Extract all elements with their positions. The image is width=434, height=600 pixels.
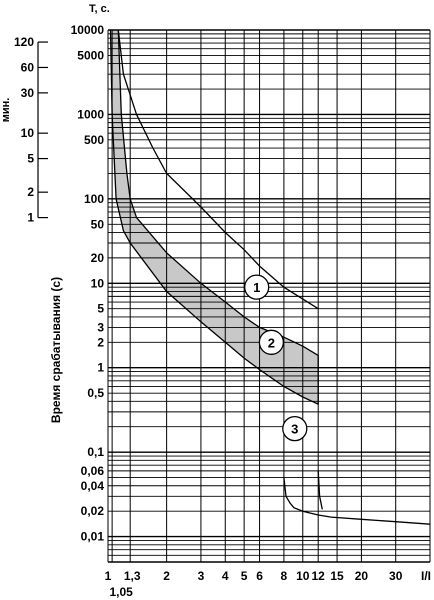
band-layer bbox=[110, 30, 319, 405]
y-tick-label: 10000 bbox=[71, 23, 105, 37]
y-tick-label: 0,1 bbox=[87, 445, 104, 459]
grid-layer bbox=[107, 29, 431, 563]
minutes-axis-title: мин. bbox=[0, 98, 12, 123]
curve-label-circle bbox=[282, 415, 308, 442]
y-tick-label: 5 bbox=[97, 302, 104, 316]
minute-tick-label: 1 bbox=[27, 211, 34, 225]
ticks-layer: 100005000100050010050201053210,50,10,060… bbox=[14, 23, 403, 599]
x-tick-label: 5 bbox=[241, 569, 248, 583]
y-tick-label: 5000 bbox=[77, 48, 104, 62]
y-tick-label: 0,02 bbox=[81, 504, 105, 518]
curve-3-segment bbox=[283, 477, 431, 525]
marker-layer: 1 2 3 bbox=[244, 274, 308, 442]
y-tick-label: 10 bbox=[91, 276, 105, 290]
y-axis-label: Время срабатывания (с) bbox=[49, 277, 63, 423]
curve-2-upper-line bbox=[117, 29, 319, 356]
x-tick-label: 8 bbox=[281, 569, 288, 583]
curve-label-circle bbox=[244, 274, 270, 300]
minute-tick-label: 30 bbox=[21, 86, 35, 100]
x-axis-label: I/I bbox=[421, 569, 431, 583]
y-tick-label: 1 bbox=[97, 361, 104, 375]
y-tick-label: 0,06 bbox=[81, 464, 105, 478]
x-tick-label: 1,3 bbox=[124, 569, 141, 583]
y-tick-label: 3 bbox=[97, 320, 104, 334]
x-tick-label: 3 bbox=[198, 569, 205, 583]
curve-label-circle bbox=[258, 329, 285, 355]
minute-tick-label: 5 bbox=[27, 152, 34, 166]
x-tick-label: 15 bbox=[330, 569, 344, 583]
y-tick-label: 2 bbox=[97, 335, 104, 349]
curve-3-segment bbox=[317, 470, 323, 510]
x-tick-label: 2 bbox=[163, 569, 170, 583]
x-tick-label: 1 bbox=[105, 569, 112, 583]
minute-tick-label: 60 bbox=[21, 60, 35, 74]
minute-tick-label: 120 bbox=[14, 35, 34, 49]
y-tick-label: 50 bbox=[91, 217, 105, 231]
minute-tick-label: 10 bbox=[21, 126, 35, 140]
y-tick-label: 500 bbox=[84, 133, 104, 147]
x-tick-label: 10 bbox=[296, 569, 310, 583]
curve-2-lower-line bbox=[109, 29, 319, 405]
y-axis-title: T, c. bbox=[89, 3, 110, 15]
x-tick-label: 12 bbox=[312, 569, 326, 583]
x-tick-label: 30 bbox=[389, 569, 403, 583]
curve-label-text: 2 bbox=[268, 335, 275, 350]
curve-layer bbox=[109, 29, 431, 525]
y-tick-label: 1000 bbox=[77, 107, 104, 121]
curve-1-line bbox=[117, 29, 319, 310]
x-tick-label: 1,05 bbox=[109, 585, 133, 599]
curve-2-band bbox=[110, 30, 319, 405]
x-tick-label: 4 bbox=[222, 569, 229, 583]
minute-tick-label: 2 bbox=[27, 185, 34, 199]
x-tick-label: 20 bbox=[355, 569, 369, 583]
y-tick-label: 0,04 bbox=[81, 479, 105, 493]
y-tick-label: 20 bbox=[91, 251, 105, 265]
curve-label-text: 1 bbox=[253, 280, 260, 295]
y-tick-label: 0,01 bbox=[81, 530, 105, 544]
y-tick-label: 100 bbox=[84, 192, 104, 206]
y-tick-label: 0,5 bbox=[87, 386, 104, 400]
x-tick-label: 6 bbox=[256, 569, 263, 583]
curve-label-text: 3 bbox=[291, 422, 298, 437]
